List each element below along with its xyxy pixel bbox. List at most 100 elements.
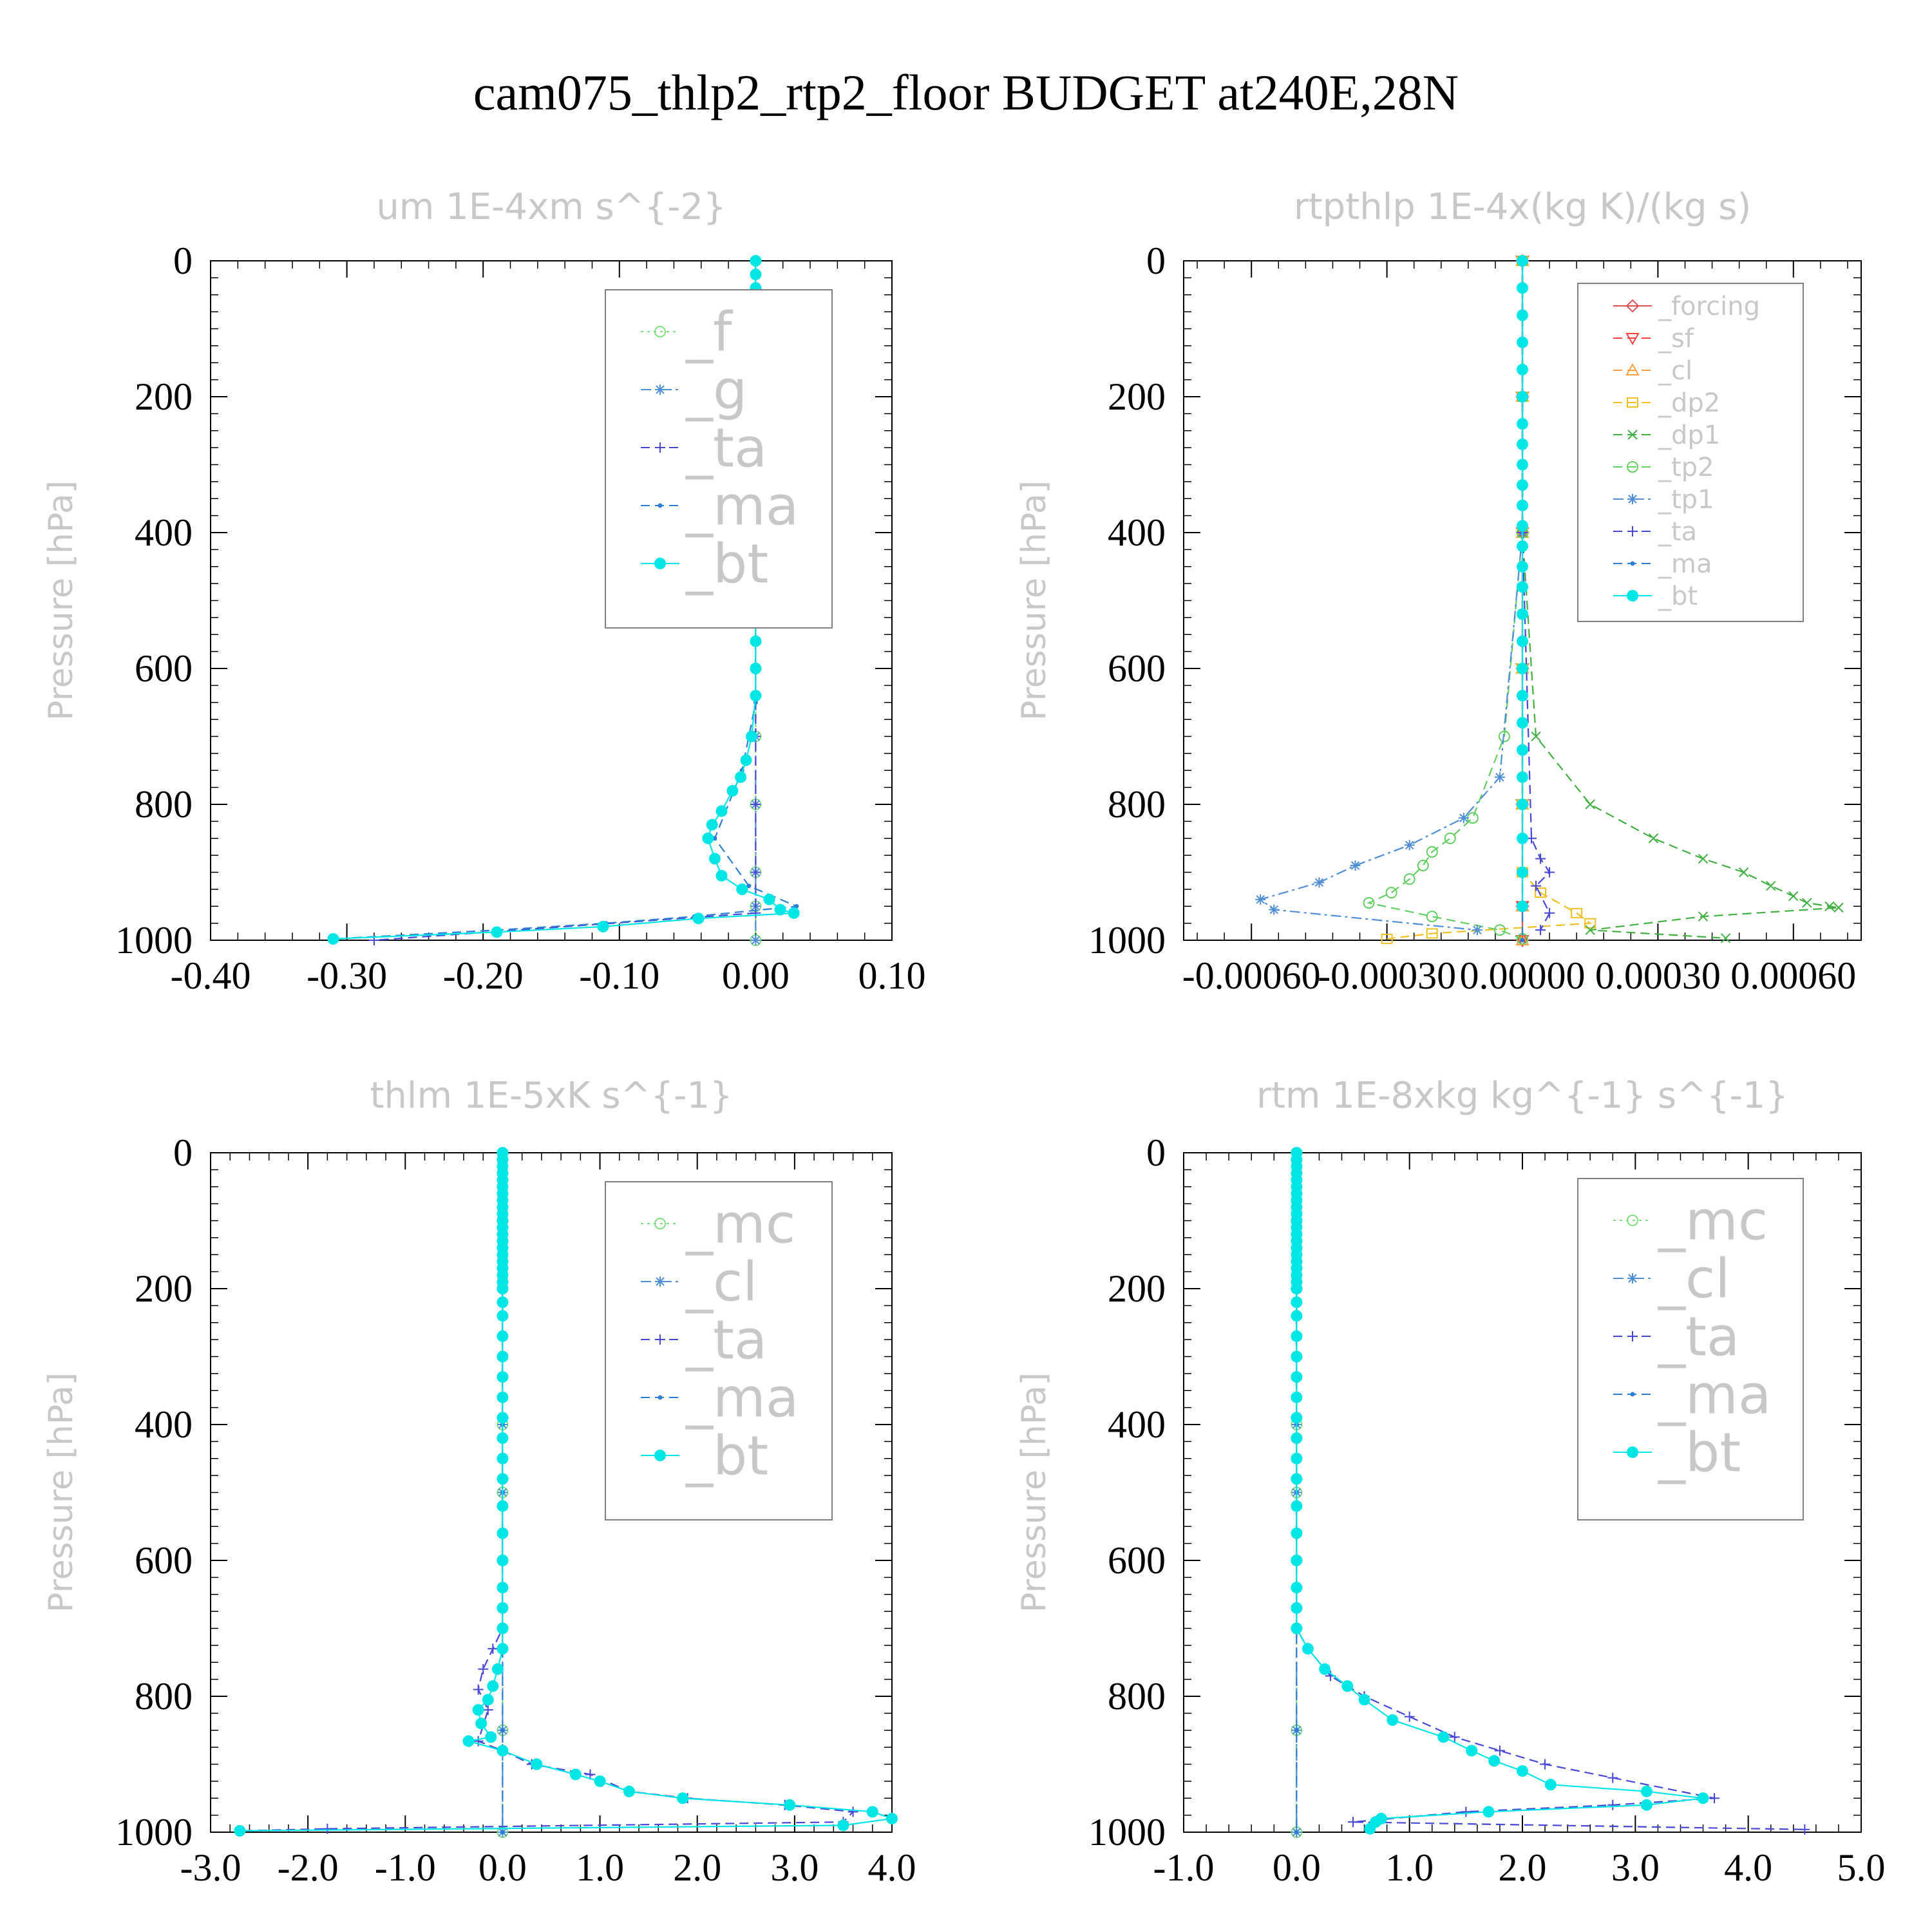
data-point	[702, 832, 714, 844]
data-point	[1494, 1745, 1505, 1756]
data-point	[488, 1643, 498, 1654]
legend-label: _bt	[685, 532, 768, 595]
series_bt	[1291, 1147, 1709, 1835]
data-point	[1291, 1500, 1303, 1512]
data-point	[1291, 1310, 1303, 1322]
legend-marker	[654, 326, 666, 337]
x-tick-label: 0.10	[858, 954, 926, 997]
y-tick-label: 600	[135, 647, 193, 690]
legend-marker	[1627, 494, 1638, 504]
data-point	[750, 635, 762, 647]
legend: _mc_cl_ta_ma_bt	[1577, 1178, 1804, 1520]
data-point	[1648, 833, 1659, 844]
data-point	[794, 904, 799, 909]
legend-label: _ma	[1658, 1363, 1771, 1426]
data-point	[1544, 907, 1555, 918]
y-tick-label: 0	[173, 240, 193, 282]
data-point	[1540, 1759, 1551, 1770]
data-point	[1698, 853, 1709, 864]
data-point	[497, 1330, 509, 1342]
data-point	[677, 1792, 689, 1804]
data-point	[886, 1812, 898, 1824]
data-point	[1319, 1663, 1331, 1675]
data-point	[1291, 1527, 1303, 1539]
data-point	[1517, 309, 1528, 321]
data-point	[1698, 911, 1709, 922]
data-point	[1517, 832, 1528, 844]
data-point	[763, 893, 775, 905]
data-point	[1348, 1817, 1358, 1828]
legend-marker	[1625, 363, 1640, 375]
data-point	[497, 1582, 509, 1594]
legend-marker	[1625, 333, 1640, 346]
data-point	[1494, 772, 1505, 782]
y-axis-label: Pressure [hPa]	[42, 480, 80, 721]
legend-marker	[1627, 1215, 1638, 1226]
x-tick-label: 0.0	[478, 1846, 527, 1889]
data-point	[735, 771, 747, 783]
legend-label: _mc	[1658, 1189, 1768, 1252]
data-point	[1520, 938, 1525, 943]
series-line	[1521, 261, 1839, 939]
data-point	[1493, 924, 1506, 936]
series_dp2	[1381, 256, 1596, 944]
data-point	[497, 1602, 509, 1614]
data-point	[1517, 560, 1528, 573]
data-point	[750, 935, 761, 945]
data-point	[750, 690, 762, 702]
data-point	[594, 1775, 606, 1787]
series_tp2	[1363, 255, 1528, 945]
y-tick-label: 600	[135, 1539, 193, 1582]
legend: _forcing _sf_cl_dp2 _dp1 _tp2 _tp1_ta_ma _bt	[1577, 283, 1804, 622]
legend-box	[1577, 283, 1804, 622]
data-point	[1584, 918, 1596, 929]
data-point	[1531, 731, 1541, 742]
data-point	[1461, 1806, 1472, 1817]
data-point	[497, 1296, 509, 1309]
data-point	[1291, 1622, 1303, 1634]
data-point	[497, 1283, 509, 1294]
data-point	[1517, 663, 1528, 674]
legend-marker	[658, 1395, 663, 1400]
legend-label: _sf	[1658, 324, 1694, 354]
data-point	[726, 784, 739, 797]
data-point	[1517, 479, 1528, 491]
series_ta	[1517, 256, 1555, 936]
data-point	[1517, 459, 1528, 471]
data-point	[485, 1731, 497, 1743]
data-point	[473, 1684, 484, 1695]
legend-label: _cl	[685, 1250, 758, 1313]
data-point	[1472, 925, 1482, 936]
y-axis-label: Pressure [hPa]	[1015, 1372, 1054, 1613]
data-point	[1824, 901, 1835, 911]
legend-marker	[655, 1334, 665, 1345]
data-point	[1799, 1824, 1810, 1835]
x-tick-label: 2.0	[1499, 1846, 1547, 1889]
legend-label: _bt	[1658, 1421, 1741, 1484]
data-point	[1269, 904, 1280, 915]
data-point	[1517, 581, 1528, 593]
x-tick-label: 2.0	[673, 1846, 721, 1889]
y-tick-label: 400	[1108, 511, 1166, 554]
data-point	[1517, 520, 1528, 532]
legend-label: _tp1	[1658, 485, 1714, 515]
legend-marker	[1627, 430, 1638, 440]
data-point	[1291, 1473, 1303, 1485]
data-point	[1585, 799, 1595, 810]
legend-label: _ta	[1658, 1305, 1739, 1368]
data-point	[1517, 866, 1528, 878]
data-point	[497, 1622, 509, 1634]
data-point	[1607, 1772, 1618, 1783]
x-tick-label: -1.0	[1153, 1846, 1215, 1889]
legend-marker	[1627, 590, 1638, 601]
data-point	[1385, 887, 1397, 899]
legend-box	[1577, 1178, 1804, 1520]
legend-label: _f	[685, 300, 734, 363]
x-tick-label: 5.0	[1837, 1846, 1886, 1889]
data-point	[1291, 1582, 1303, 1594]
legend-marker	[655, 384, 665, 395]
y-axis-label: Pressure [hPa]	[42, 1372, 80, 1613]
chart-panel-1: um 1E-4xm s^{-2} Pressure [hPa] -0.40 -0.30…	[42, 186, 926, 997]
data-point	[1640, 1799, 1653, 1811]
x-tick-label: -1.0	[375, 1846, 436, 1889]
